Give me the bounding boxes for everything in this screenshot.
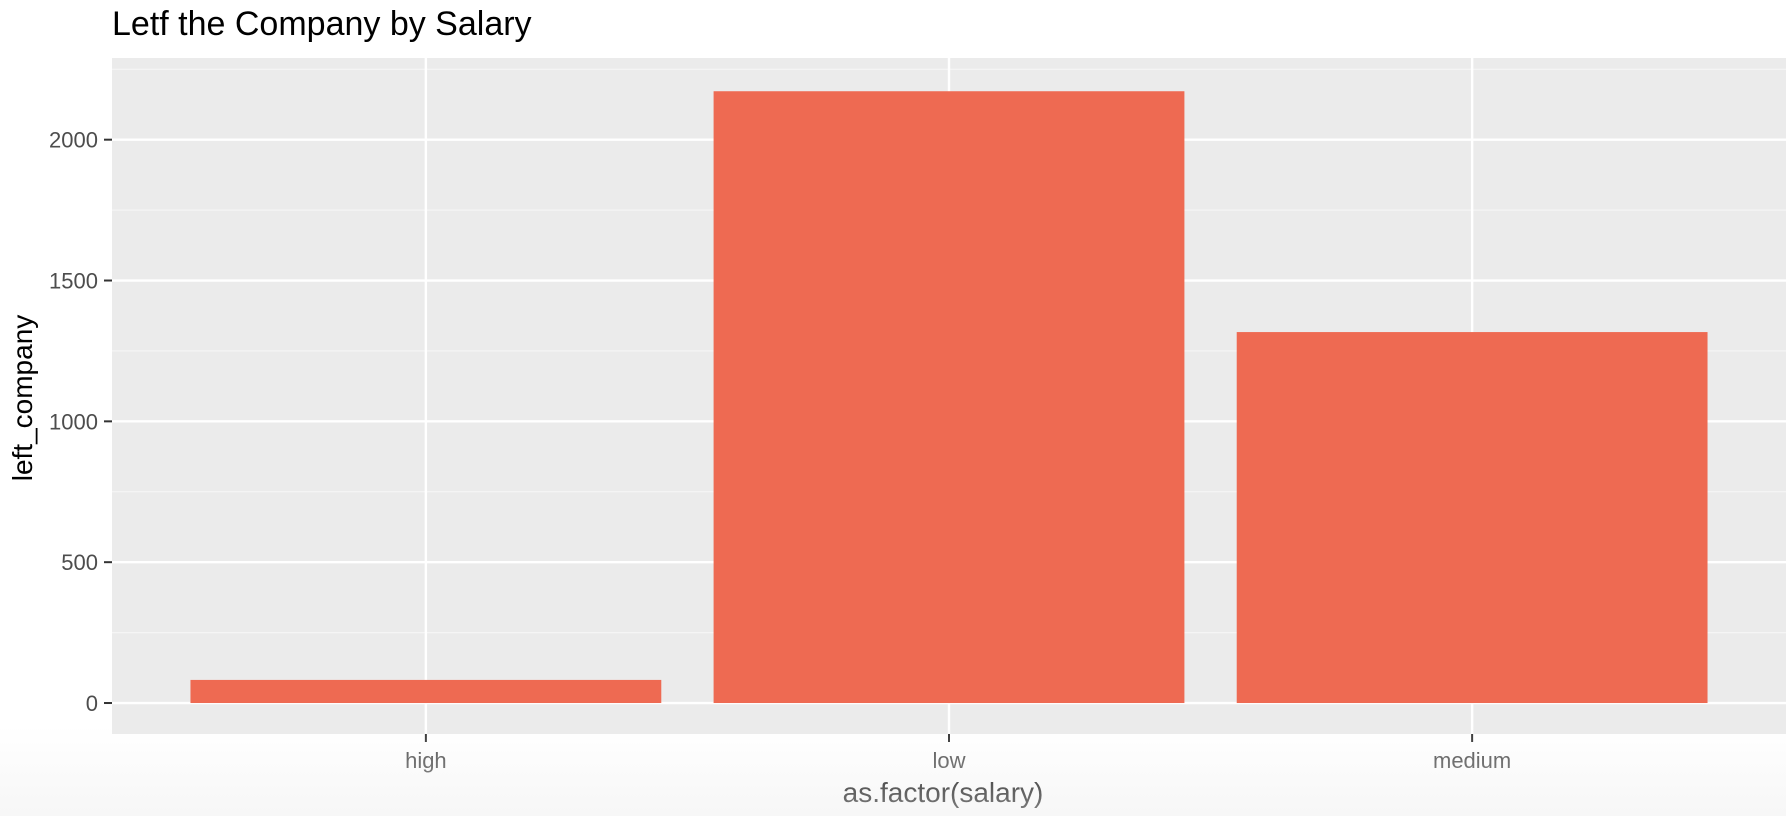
- x-axis: high low medium: [405, 734, 1511, 773]
- bar-high: [190, 679, 662, 704]
- bar-low: [713, 91, 1185, 704]
- x-axis-title: as.factor(salary): [843, 777, 1044, 808]
- y-tick-label: 2000: [49, 128, 98, 153]
- chart-title: Letf the Company by Salary: [112, 5, 532, 43]
- y-tick-label: 1500: [49, 269, 98, 294]
- y-tick-label: 500: [61, 550, 98, 575]
- x-tick-label: low: [932, 748, 965, 773]
- y-axis-title: left_company: [7, 315, 38, 482]
- y-axis: 0 500 1000 1500 2000: [49, 128, 112, 716]
- x-tick-label: high: [405, 748, 447, 773]
- y-tick-label: 0: [86, 691, 98, 716]
- bars-group: [190, 91, 1708, 704]
- y-tick-label: 1000: [49, 409, 98, 434]
- bar-medium: [1236, 332, 1708, 704]
- x-tick-label: medium: [1433, 748, 1511, 773]
